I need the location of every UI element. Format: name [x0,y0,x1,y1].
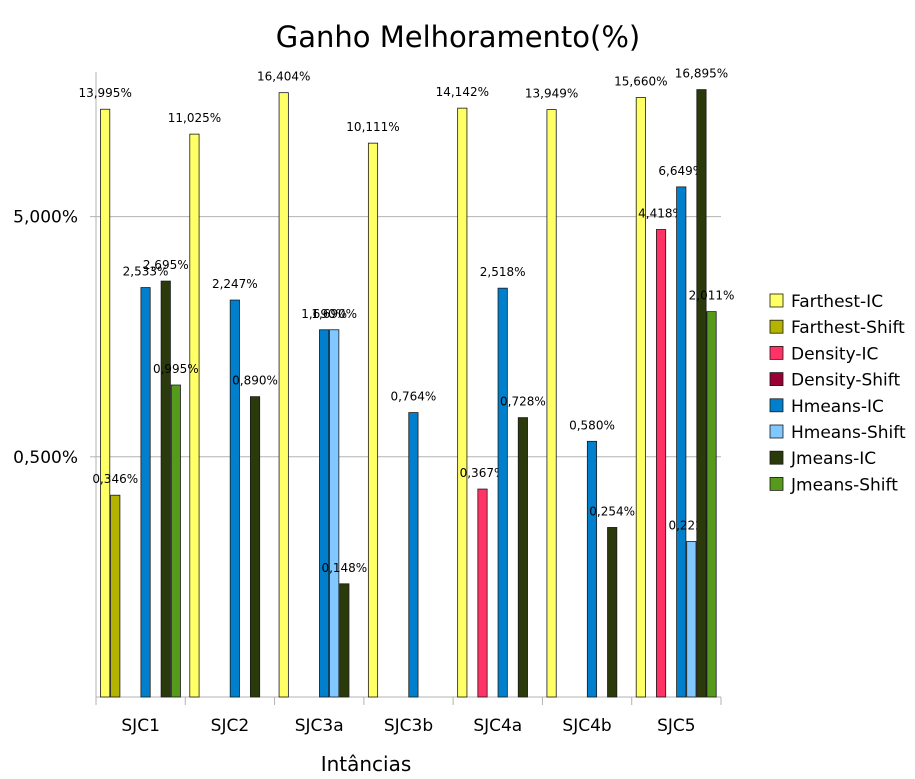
data-label: 0,580% [569,418,615,432]
legend-swatch [769,293,784,308]
bar [189,133,200,698]
data-label: 4,418% [638,207,684,221]
legend: Farthest-IC Farthest-Shift Density-IC Densi… [769,292,906,495]
bar [100,108,111,698]
legend-swatch [769,319,784,334]
data-label: 0,890% [232,374,278,388]
bar [706,311,717,698]
legend-swatch [769,372,784,387]
data-label: 2,247% [212,277,258,291]
legend-label: Density-Shift [791,371,900,391]
bar [586,440,598,698]
bar [339,583,350,698]
bar [278,92,289,698]
y-tick-label: 0,500% [13,448,78,468]
bar [140,287,151,698]
data-label: 0,764% [391,390,437,404]
data-label: 1,690% [301,307,347,321]
data-label: 16,895% [675,67,728,81]
bar [367,142,379,698]
legend-label: Farthest-Shift [791,318,905,338]
data-label: 0,367% [460,466,506,480]
legend-swatch [769,424,784,439]
data-label: 0,254% [589,504,635,518]
legend-swatch [769,450,784,465]
bar [249,396,261,698]
x-axis-label: Intâncias [321,752,412,776]
bar [676,186,687,698]
bar [319,329,330,698]
bar [607,527,618,698]
x-tick-label: SJC1 [121,716,160,736]
data-label: 0,346% [92,472,138,486]
bar [656,229,667,698]
bar [517,417,528,698]
data-label: 14,142% [436,85,489,99]
data-label: 2,011% [689,289,735,303]
plot-area: 5,000% 0,500% SJC1 SJC2 SJC3a SJC3b SJC4a SJC4b… [13,67,734,736]
legend-swatch [769,398,784,413]
x-tick-label: SJC4b [562,716,611,736]
data-label: 13,949% [525,87,578,101]
x-tick-label: SJC3b [384,716,433,736]
bar [408,412,419,698]
y-tick-label: 5,000% [13,208,78,228]
legend-label: Jmeans-Shift [790,475,898,495]
legend-label: Hmeans-Shift [791,423,906,443]
legend-swatch [769,345,784,360]
bar [497,287,508,698]
data-label: 15,660% [614,75,667,89]
bar [329,329,340,698]
data-label: 0,728% [500,395,546,409]
bar [457,107,468,698]
x-tick-label: SJC2 [211,716,250,736]
bar [546,109,557,698]
data-label: 1,690% [311,307,357,321]
bar [229,299,240,698]
data-label: 10,111% [346,120,399,134]
data-label: 2,518% [480,265,526,279]
data-label: 6,649% [658,164,704,178]
legend-label: Hmeans-IC [791,397,884,417]
chart-title: Ganho Melhoramento(%) [276,20,640,54]
x-tick-label: SJC5 [657,716,696,736]
bar [696,89,707,698]
legend-label: Farthest-IC [791,292,883,312]
data-label: 0,148% [321,561,367,575]
bar [170,384,181,698]
data-label: 2,533% [123,265,169,279]
data-label: 2,695% [143,258,189,272]
data-label: 0,995% [153,362,199,376]
legend-swatch [769,476,784,491]
bar [477,488,488,698]
bar [110,494,121,698]
data-label: 13,995% [78,86,131,100]
bar [686,541,697,698]
x-tick-label: SJC4a [473,716,522,736]
data-label: 16,404% [257,70,310,84]
legend-label: Density-IC [791,344,878,364]
bar [635,97,646,698]
data-label: 11,025% [168,111,221,125]
bar [160,280,171,698]
legend-label: Jmeans-IC [790,449,876,469]
x-tick-label: SJC3a [295,716,344,736]
